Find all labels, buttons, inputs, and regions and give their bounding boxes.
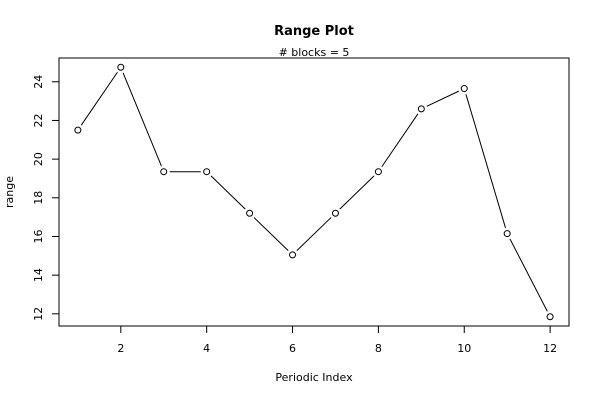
data-point	[74, 126, 82, 134]
data-point	[246, 209, 254, 217]
y-tick-label: 16	[32, 229, 45, 243]
chart-subtitle: # blocks = 5	[279, 46, 350, 59]
series-segment	[253, 217, 289, 252]
data-point	[117, 63, 125, 71]
series-segment	[122, 72, 162, 167]
data-point	[203, 168, 211, 176]
series-segment	[465, 94, 506, 228]
y-axis: 12 14 16 18 20 22 24	[32, 75, 60, 321]
series-segment	[80, 71, 118, 126]
data-point	[417, 105, 425, 113]
y-axis-label: range	[3, 176, 16, 208]
data-point	[460, 85, 468, 93]
x-tick-label: 10	[457, 342, 471, 355]
data-point	[503, 230, 511, 238]
y-tick-label: 20	[32, 152, 45, 166]
series-segment	[509, 238, 548, 312]
data-point	[289, 251, 297, 259]
series-segment	[339, 175, 375, 210]
x-tick-label: 4	[203, 342, 210, 355]
data-point	[160, 168, 168, 176]
x-axis: 2 4 6 8 10 12	[117, 325, 557, 355]
y-tick-label: 24	[32, 75, 45, 89]
x-tick-label: 8	[375, 342, 382, 355]
x-axis-label: Periodic Index	[275, 371, 353, 384]
data-point	[331, 209, 339, 217]
y-tick-label: 14	[32, 268, 45, 282]
data-point	[374, 168, 382, 176]
data-point	[546, 313, 554, 321]
series-segment	[426, 90, 460, 107]
series-segment	[210, 175, 246, 210]
y-tick-label: 12	[32, 307, 45, 321]
x-tick-label: 2	[117, 342, 124, 355]
series-segment	[381, 113, 419, 168]
y-tick-label: 22	[32, 113, 45, 127]
y-tick-label: 18	[32, 191, 45, 205]
plot-area-frame	[58, 57, 570, 327]
x-tick-label: 12	[543, 342, 557, 355]
chart-title: Range Plot	[274, 24, 354, 39]
x-tick-label: 6	[289, 342, 296, 355]
series-layer	[74, 63, 554, 321]
series-segment	[296, 217, 332, 252]
